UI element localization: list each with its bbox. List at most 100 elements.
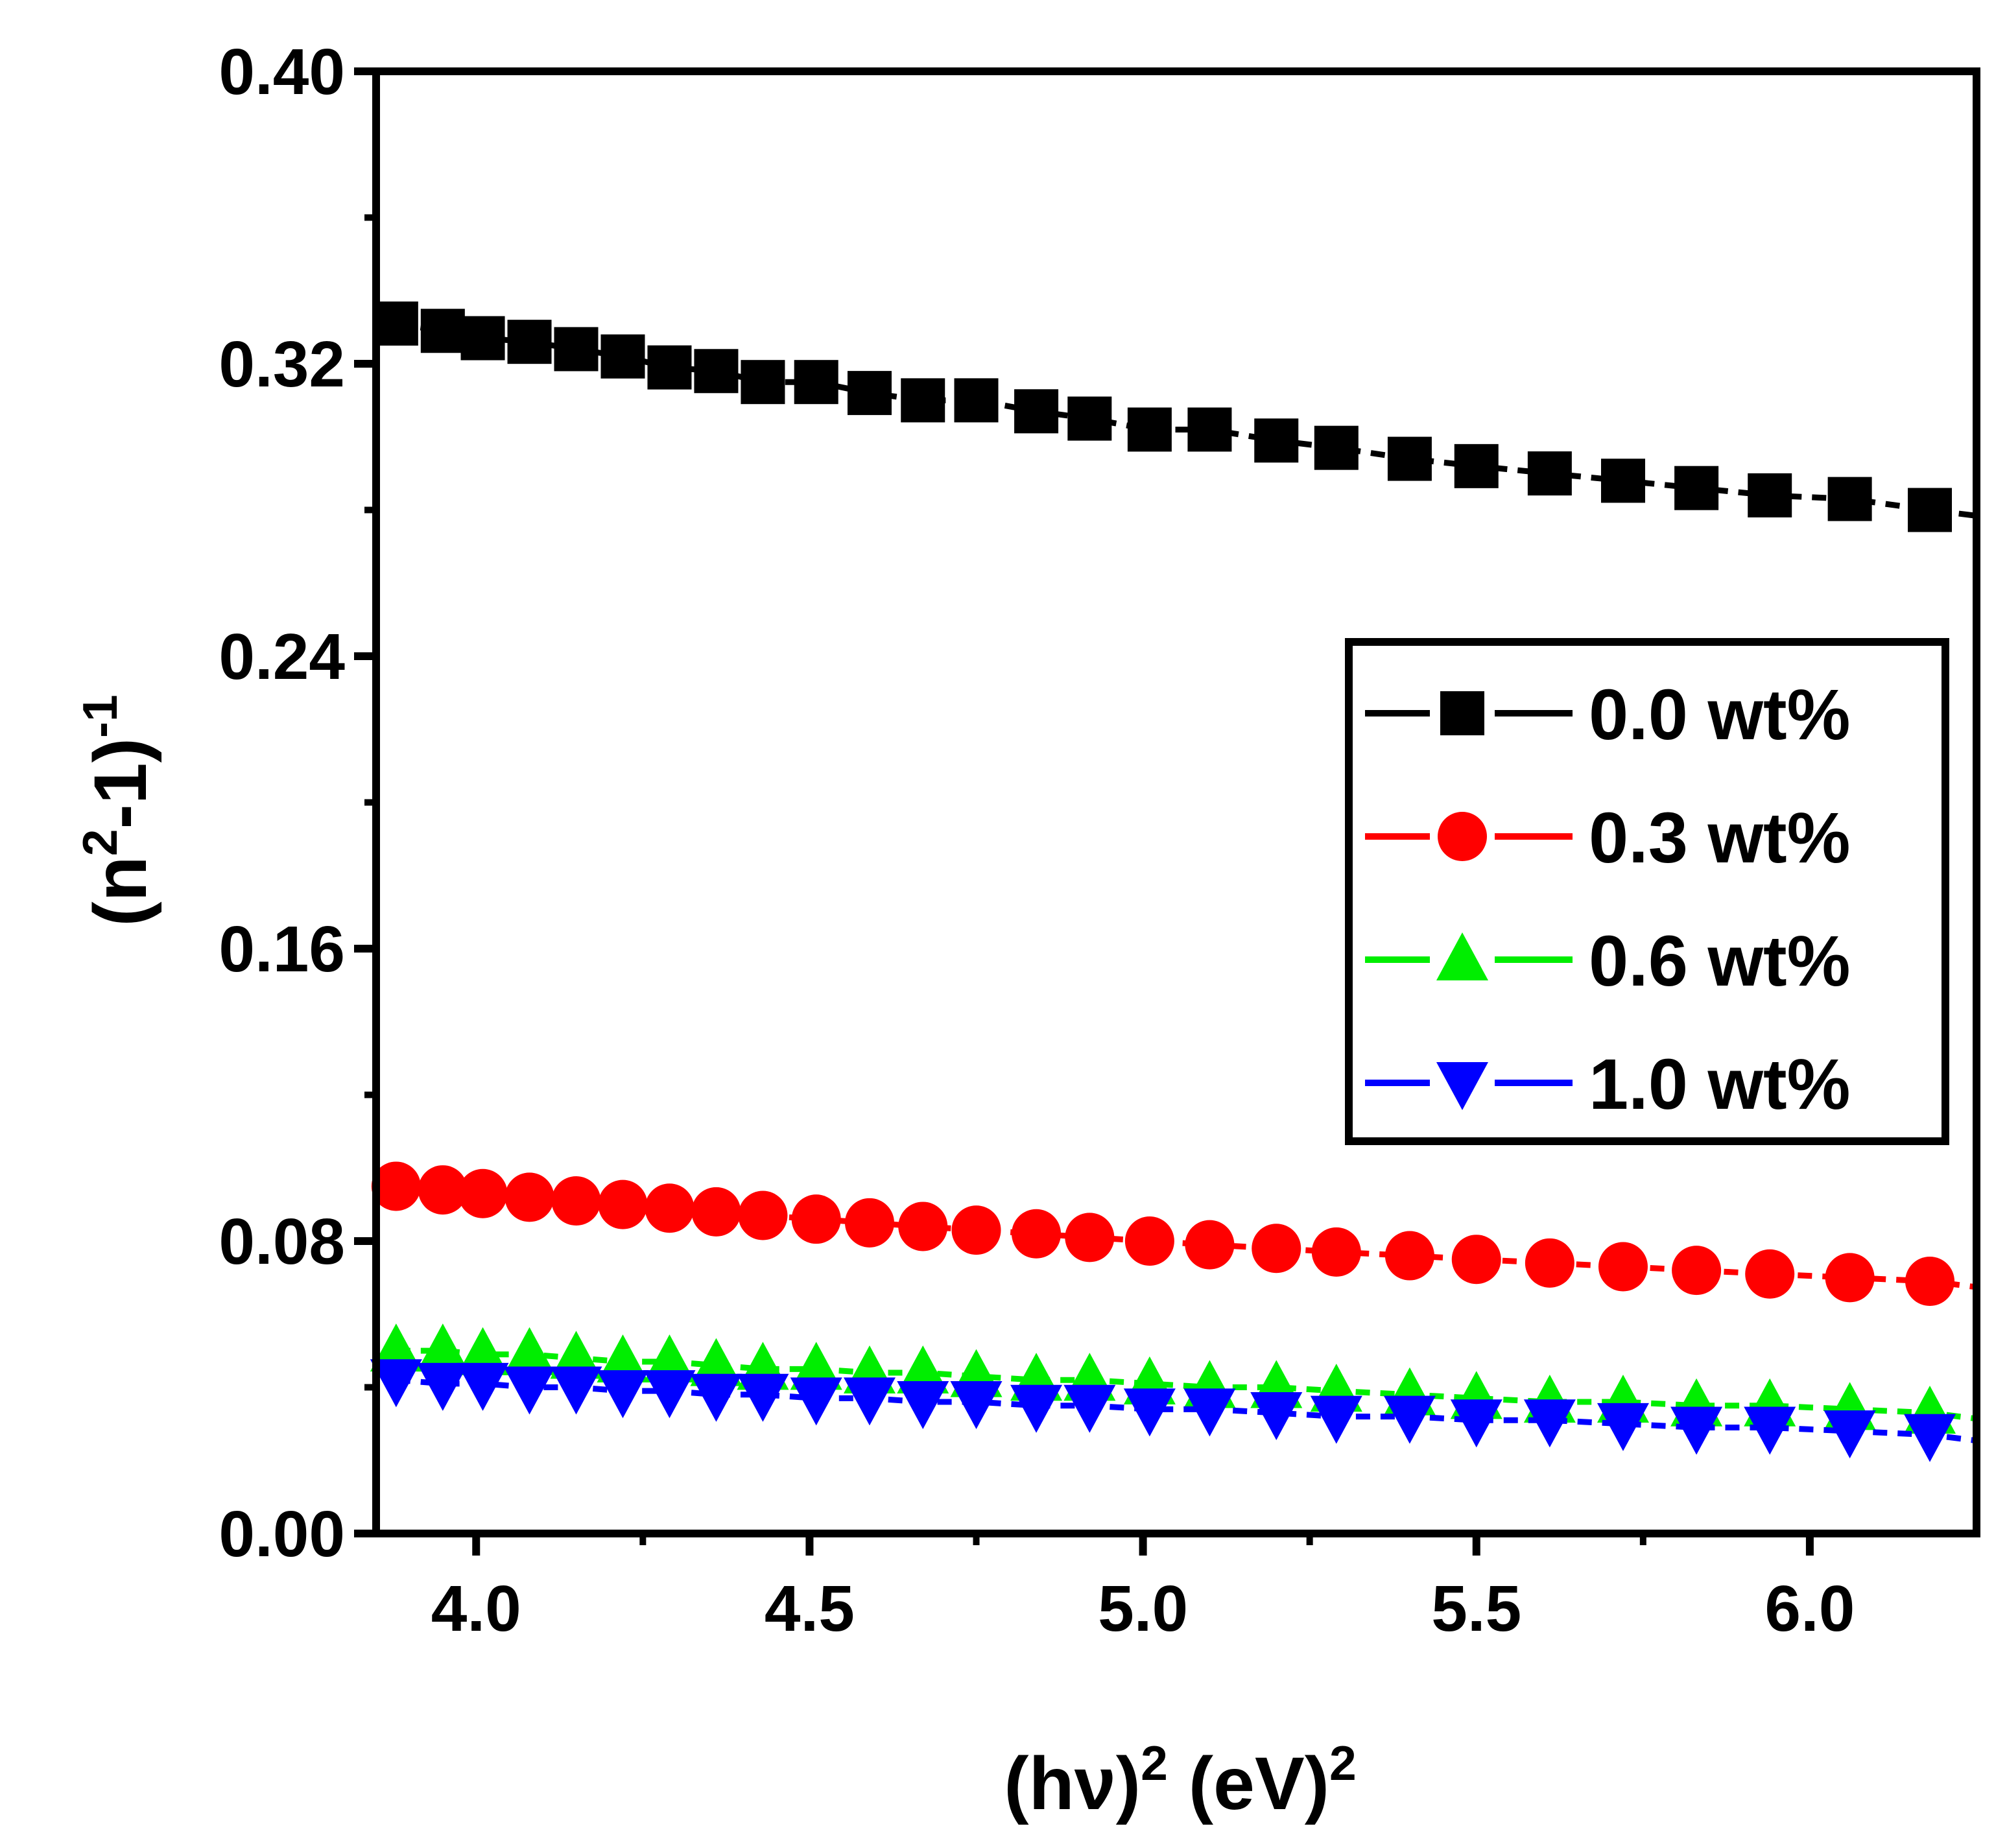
data-point <box>647 345 692 390</box>
y-axis-title-base: (n <box>79 856 162 927</box>
data-point <box>554 327 599 372</box>
data-point <box>1014 389 1059 434</box>
data-point <box>370 1359 422 1408</box>
data-point <box>1311 1227 1361 1277</box>
x-axis-title: (hν)2 (eV)2 <box>1004 1736 1356 1825</box>
data-point <box>505 1172 554 1222</box>
data-point <box>503 1366 556 1415</box>
x-tick-label: 5.5 <box>1431 1572 1521 1645</box>
data-point <box>1185 1220 1235 1270</box>
series-line-2 <box>396 1347 1975 1421</box>
data-point <box>1672 1246 1722 1296</box>
legend-marker <box>1436 932 1488 980</box>
data-point <box>643 1370 696 1419</box>
data-point <box>460 316 505 361</box>
data-point <box>503 1327 556 1375</box>
data-point <box>1825 1253 1875 1303</box>
data-point <box>1525 1238 1574 1288</box>
data-point <box>645 1183 695 1233</box>
data-point <box>420 309 465 353</box>
y-tick-label: 0.00 <box>219 1498 345 1570</box>
data-point <box>1010 1384 1063 1433</box>
x-tick-label: 6.0 <box>1764 1572 1855 1645</box>
data-point <box>598 1179 648 1229</box>
data-point <box>950 1381 1003 1430</box>
legend-entry-1: 0.3 wt% <box>1365 798 1850 878</box>
data-point <box>741 360 785 405</box>
data-point <box>1523 1399 1576 1448</box>
data-point <box>1527 451 1572 496</box>
data-point <box>1748 473 1792 517</box>
data-point <box>1827 477 1872 521</box>
data-point <box>1012 1209 1062 1259</box>
legend-marker <box>1440 691 1484 735</box>
data-point <box>1908 488 1953 532</box>
series-line-0 <box>396 320 1975 519</box>
data-point <box>1127 407 1172 452</box>
legend-label: 0.3 wt% <box>1589 798 1850 878</box>
data-point <box>1450 1399 1502 1448</box>
data-point <box>1674 466 1719 510</box>
data-point <box>1745 1249 1795 1299</box>
data-point <box>954 378 999 423</box>
data-point <box>1598 1242 1648 1292</box>
data-point <box>794 360 838 405</box>
legend-entry-0: 0.0 wt% <box>1365 675 1850 755</box>
data-point <box>690 1373 742 1422</box>
data-point <box>738 1191 788 1240</box>
x-axis-title-mid: (eV) <box>1168 1742 1329 1825</box>
y-axis-title: (n2-1)-1 <box>73 694 162 927</box>
data-point <box>1065 1213 1115 1262</box>
legend-label: 1.0 wt% <box>1589 1045 1850 1124</box>
data-point <box>1905 1257 1955 1307</box>
data-point <box>1383 1395 1436 1444</box>
x-axis-title-sup: 2 <box>1141 1736 1168 1790</box>
data-point <box>1123 1388 1176 1437</box>
legend-entry-2: 0.6 wt% <box>1365 921 1850 1001</box>
axes-layer: 0.00 0.08 0.16 0.24 0.32 0.40 4.0 4.5 5.0 5.5 6.0 <box>219 36 1980 1645</box>
data-point <box>551 1176 601 1226</box>
data-point <box>374 301 418 346</box>
series-3 <box>370 1359 1975 1462</box>
data-point <box>597 1370 649 1419</box>
data-point <box>1183 1388 1236 1437</box>
y-tick-label: 0.40 <box>219 36 345 108</box>
x-axis-title-sup2: 2 <box>1329 1736 1357 1790</box>
y-axis-title-mid: -1) <box>79 738 162 829</box>
data-point <box>844 1198 894 1248</box>
data-point <box>1310 1395 1362 1444</box>
data-point <box>1254 418 1299 463</box>
data-point <box>791 1194 841 1244</box>
data-point <box>1384 1231 1434 1281</box>
series-line-3 <box>396 1377 1975 1443</box>
legend-marker <box>1438 812 1487 861</box>
x-tick-label: 4.5 <box>765 1572 855 1645</box>
y-tick-label: 0.08 <box>219 1205 345 1278</box>
data-point <box>1454 444 1499 488</box>
data-point <box>1904 1414 1956 1462</box>
data-point <box>1063 1384 1116 1433</box>
data-point <box>1314 425 1359 470</box>
x-tick-label: 4.0 <box>431 1572 521 1645</box>
series-layer <box>370 301 1975 1462</box>
data-point <box>1124 1216 1174 1266</box>
data-point <box>897 1381 949 1430</box>
data-point <box>843 1377 896 1426</box>
data-point <box>416 1323 469 1372</box>
x-axis-title-base: (hν) <box>1004 1742 1141 1825</box>
legend-label: 0.6 wt% <box>1589 921 1850 1001</box>
data-point <box>951 1205 1001 1255</box>
legend-entry-3: 1.0 wt% <box>1365 1045 1850 1124</box>
data-point <box>1600 458 1645 503</box>
series-0 <box>374 301 1975 532</box>
data-point <box>1067 396 1112 441</box>
data-point <box>1823 1410 1876 1459</box>
data-point <box>1744 1406 1796 1455</box>
y-axis-title-sup2: -1 <box>73 694 127 738</box>
data-point <box>790 1377 842 1426</box>
data-point <box>1670 1406 1723 1455</box>
series-1 <box>371 1161 1975 1307</box>
data-point <box>1187 407 1232 452</box>
data-point <box>1250 1392 1303 1440</box>
